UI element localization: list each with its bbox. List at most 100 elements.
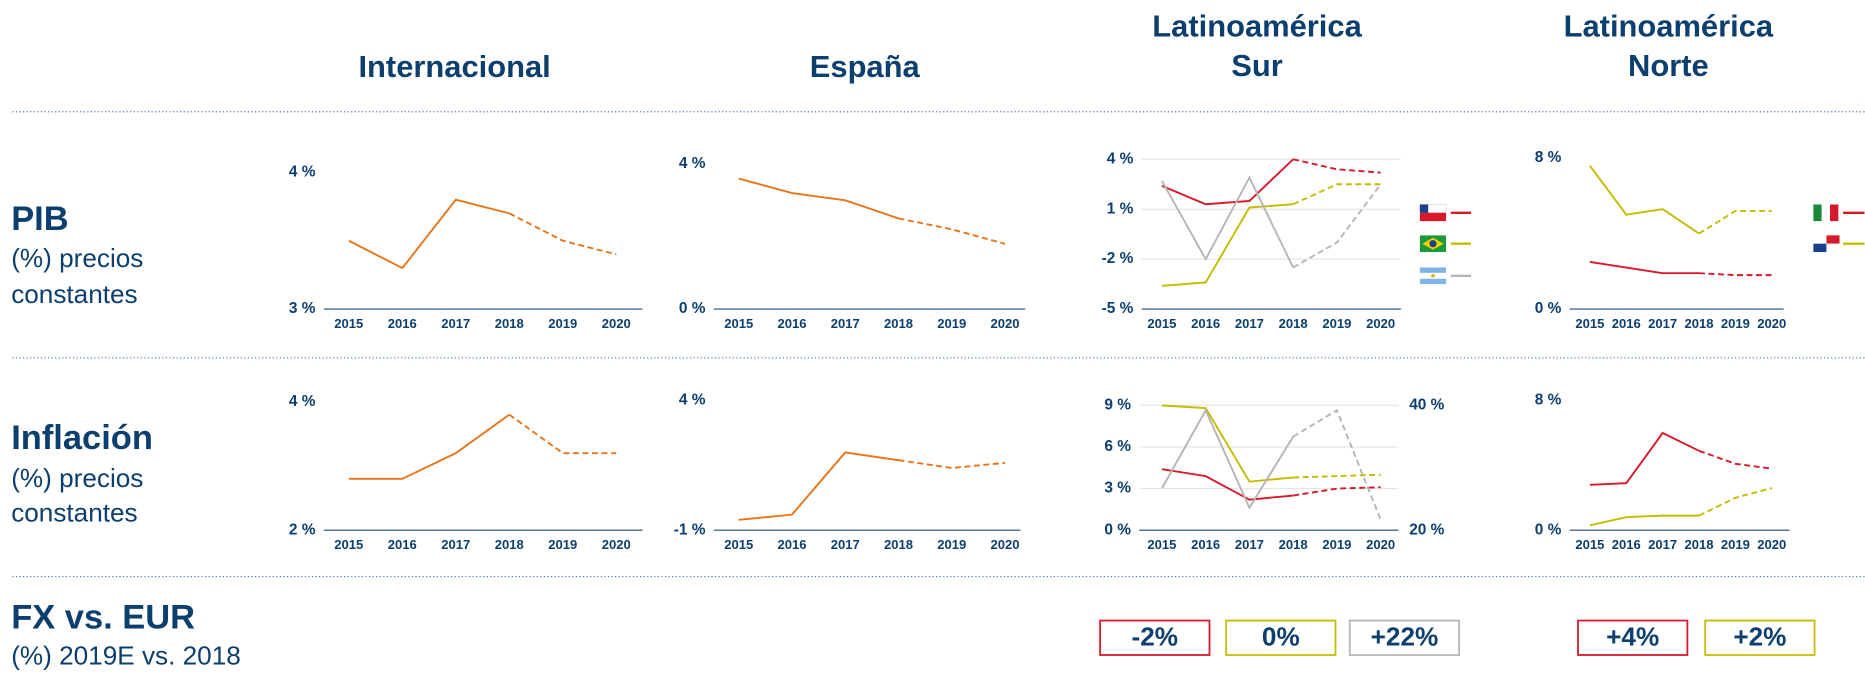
forecast-line — [1698, 209, 1772, 235]
x-tick-label: 2018 — [884, 316, 913, 331]
forecast-line — [1292, 158, 1381, 174]
row-subtitle: (%) precios — [11, 243, 143, 273]
column-header: Norte — [1628, 48, 1709, 83]
line — [1161, 158, 1294, 206]
line — [738, 177, 899, 220]
y-tick-label: 0 % — [1535, 521, 1562, 538]
x-tick-label: 2018 — [1684, 316, 1713, 331]
line — [1161, 408, 1294, 510]
y-tick-label: 9 % — [1104, 396, 1131, 413]
flag-argentina — [1419, 267, 1472, 285]
fx-label: +4% — [1606, 621, 1659, 651]
x-tick-label: 2018 — [1279, 537, 1308, 552]
forecast-line — [1292, 183, 1381, 206]
y-tick-label: 4 % — [679, 155, 706, 172]
line — [1589, 165, 1700, 235]
fx-box — [1577, 619, 1689, 656]
fx-box — [1225, 619, 1337, 656]
x-tick-label: 2015 — [1147, 537, 1176, 552]
y-tick-label: 1 % — [1107, 200, 1134, 217]
y-tick-label: 4 % — [1107, 150, 1134, 167]
line — [1589, 260, 1700, 275]
line — [1161, 404, 1294, 483]
x-tick-label: 2019 — [1322, 316, 1351, 331]
x-tick-label: 2016 — [777, 537, 806, 552]
x-tick-label: 2016 — [388, 316, 417, 331]
y-tick-label: 6 % — [1104, 438, 1131, 455]
x-tick-label: 2018 — [884, 537, 913, 552]
fx-label: 0% — [1262, 621, 1300, 651]
y-tick-label: 3 % — [289, 300, 316, 317]
x-tick-label: 2019 — [937, 537, 966, 552]
line — [1589, 514, 1700, 527]
y-tick-label: -5 % — [1102, 300, 1134, 317]
row-subtitle: (%) 2019E vs. 2018 — [11, 640, 241, 670]
row-subtitle: (%) precios — [11, 463, 143, 493]
flag-chile — [1419, 204, 1472, 222]
y-tick-label: 0 % — [1104, 521, 1131, 538]
x-tick-label: 2020 — [1757, 537, 1786, 552]
forecast-line — [898, 217, 1006, 245]
line — [348, 413, 510, 480]
x-tick-label: 2019 — [548, 537, 577, 552]
x-tick-label: 2016 — [1191, 316, 1220, 331]
y-tick-label: 0 % — [1535, 300, 1562, 317]
x-tick-label: 2017 — [1648, 316, 1677, 331]
y-tick-label: 4 % — [289, 393, 316, 410]
line — [1161, 468, 1294, 501]
row-title: PIB — [11, 200, 68, 238]
y-tick-label: 4 % — [289, 163, 316, 180]
forecast-line — [508, 212, 617, 256]
x-tick-label: 2017 — [441, 537, 470, 552]
fx-label: +2% — [1733, 621, 1786, 651]
forecast-line — [508, 413, 617, 455]
x-tick-label: 2017 — [1235, 537, 1264, 552]
x-tick-label: 2020 — [602, 316, 631, 331]
line — [1161, 203, 1294, 287]
x-tick-label: 2016 — [1191, 537, 1220, 552]
x-tick-label: 2015 — [334, 316, 363, 331]
x-tick-label: 2020 — [1366, 316, 1395, 331]
column-header: Latinoamérica — [1152, 9, 1362, 44]
x-tick-label: 2017 — [1648, 537, 1677, 552]
x-tick-label: 2017 — [831, 537, 860, 552]
y-tick-label: 4 % — [679, 392, 706, 409]
x-tick-label: 2020 — [1366, 537, 1395, 552]
forecast-line — [1698, 487, 1773, 517]
column-header: Internacional — [358, 49, 550, 84]
column-header: Latinoamérica — [1564, 9, 1774, 44]
row-title: FX vs. EUR — [11, 598, 195, 636]
fx-label: -2% — [1132, 621, 1179, 651]
x-tick-label: 2019 — [937, 316, 966, 331]
row-subtitle: constantes — [11, 498, 137, 528]
row-title: Inflación — [11, 419, 153, 457]
x-tick-label: 2020 — [990, 316, 1019, 331]
forecast-line — [1293, 473, 1381, 479]
x-tick-label: 2020 — [990, 537, 1019, 552]
x-tick-label: 2015 — [1147, 316, 1176, 331]
y-tick-label: 8 % — [1535, 392, 1562, 409]
x-tick-label: 2015 — [334, 537, 363, 552]
forecast-line — [1698, 449, 1772, 470]
x-tick-label: 2016 — [388, 537, 417, 552]
x-tick-label: 2016 — [1612, 316, 1641, 331]
x-tick-label: 2015 — [1575, 537, 1604, 552]
x-tick-label: 2018 — [1684, 537, 1713, 552]
x-tick-label: 2018 — [495, 537, 524, 552]
x-tick-label: 2018 — [1279, 316, 1308, 331]
flag-mexico — [1813, 204, 1865, 222]
fx-box — [1704, 619, 1816, 656]
x-tick-label: 2020 — [1757, 316, 1786, 331]
x-tick-label: 2015 — [724, 537, 753, 552]
x-tick-label: 2018 — [495, 316, 524, 331]
column-header: España — [810, 49, 921, 84]
y-tick-label: -1 % — [674, 521, 706, 538]
x-tick-label: 2019 — [1721, 537, 1750, 552]
line — [1589, 431, 1700, 486]
flag-panama — [1813, 235, 1865, 253]
x-tick-label: 2017 — [441, 316, 470, 331]
forecast-line — [1698, 272, 1772, 277]
line — [348, 198, 510, 270]
y-tick-label: 3 % — [1104, 480, 1131, 497]
